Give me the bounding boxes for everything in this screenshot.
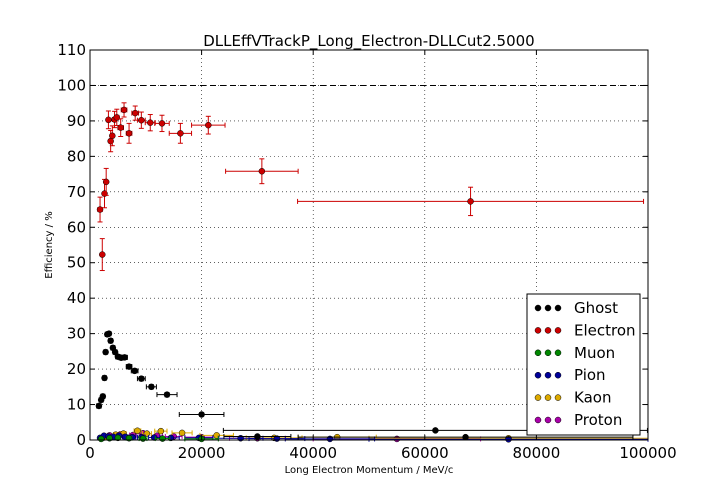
chart-title: DLLEffVTrackP_Long_Electron-DLLCut2.5000: [203, 32, 534, 51]
data-point: [467, 198, 474, 205]
legend-entry-muon: Muon: [574, 344, 615, 362]
legend-entry-pion: Pion: [574, 366, 606, 384]
data-point: [121, 354, 128, 361]
data-point: [462, 433, 469, 441]
data-point: [99, 251, 106, 258]
legend-entry-ghost: Ghost: [574, 299, 618, 317]
data-point: [105, 116, 112, 124]
data-point: [138, 116, 145, 124]
x-axis-label: Long Electron Momentum / MeV/c: [285, 465, 454, 476]
plot-frame: [89, 49, 649, 441]
data-point: [163, 391, 171, 398]
data-point: [432, 427, 439, 434]
data-point: [134, 427, 141, 435]
legend-entry-kaon: Kaon: [574, 389, 611, 407]
data-point: [178, 429, 186, 437]
x-tick-label: 60000: [401, 444, 449, 462]
legend-marker: [554, 349, 562, 357]
y-tick-label: 40: [67, 289, 86, 307]
y-axis-label: Efficiency / %: [44, 211, 55, 278]
data-point: [95, 402, 103, 410]
data-point: [125, 130, 133, 137]
data-point: [102, 178, 110, 186]
y-tick-label: 30: [67, 325, 86, 343]
x-tick-label: 0: [85, 444, 95, 462]
data-point: [105, 330, 113, 337]
legend-marker: [534, 371, 542, 379]
data-point: [205, 121, 212, 129]
legend-marker: [544, 304, 552, 312]
legend-entry-electron: Electron: [574, 321, 636, 339]
series-electron: [96, 102, 645, 272]
data-point: [131, 109, 139, 117]
data-point: [99, 393, 107, 400]
y-tick-label: 60: [67, 218, 86, 236]
data-point: [139, 435, 147, 442]
x-tick-label: 80000: [513, 444, 561, 462]
legend-marker: [534, 349, 542, 357]
legend-marker: [544, 349, 552, 357]
series-ghost: [95, 330, 648, 441]
data-point: [159, 435, 166, 442]
data-point: [131, 367, 138, 375]
data-point: [97, 435, 105, 443]
y-tick-label: 100: [57, 76, 86, 94]
data-point: [102, 348, 109, 356]
y-tick-label: 50: [67, 254, 86, 272]
legend-marker: [534, 416, 542, 424]
data-point: [147, 119, 154, 126]
legend-marker: [534, 327, 542, 334]
y-tick-label: 70: [67, 183, 86, 201]
data-point: [138, 375, 145, 382]
data-point: [148, 383, 155, 391]
data-point: [107, 337, 114, 344]
data-point: [109, 132, 116, 140]
legend-marker: [554, 327, 562, 334]
legend-box: [526, 293, 641, 436]
legend-marker: [544, 394, 552, 401]
legend-marker: [554, 416, 562, 424]
x-tick-label: 20000: [178, 444, 226, 462]
y-tick-label: 90: [67, 112, 86, 130]
data-point: [505, 436, 512, 443]
data-point: [157, 427, 165, 435]
data-point: [117, 124, 124, 131]
data-point: [125, 363, 133, 370]
data-point: [120, 106, 128, 114]
legend-marker: [544, 327, 552, 334]
y-tick-label: 20: [67, 360, 86, 378]
data-point: [114, 434, 122, 442]
data-point: [198, 411, 205, 418]
data-point: [177, 130, 184, 137]
legend-marker: [544, 371, 552, 379]
legend-marker: [534, 394, 542, 401]
legend-marker: [554, 304, 562, 312]
legend-entry-proton: Proton: [574, 411, 622, 429]
y-tick-label: 10: [67, 396, 86, 414]
data-point: [101, 374, 108, 382]
axis-ticks: 0 20000 40000 60000 80000 100000 0 10 20 30 40 50 60…: [57, 41, 676, 462]
y-tick-label: 0: [76, 431, 86, 449]
data-point: [113, 114, 121, 121]
data-point: [96, 206, 104, 213]
data-point: [258, 168, 266, 175]
y-tick-label: 110: [57, 41, 86, 59]
legend-marker: [554, 394, 562, 401]
y-tick-label: 80: [67, 147, 86, 165]
data-point: [254, 433, 261, 440]
legend-marker: [534, 304, 542, 312]
x-tick-label: 100000: [619, 444, 676, 462]
x-tick-label: 40000: [289, 444, 337, 462]
legend: Ghost Electron Muon Pion Kaon Proton: [526, 293, 641, 436]
legend-marker: [544, 416, 552, 424]
data-point: [158, 120, 166, 127]
legend-marker: [554, 371, 562, 379]
